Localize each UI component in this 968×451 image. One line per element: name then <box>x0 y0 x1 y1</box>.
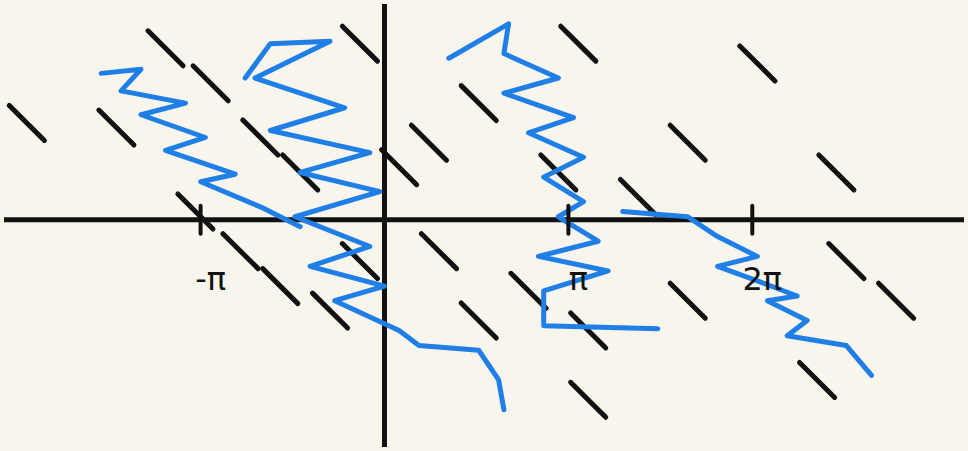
svg-text:π: π <box>569 260 588 298</box>
svg-text:-π: -π <box>195 260 226 298</box>
svg-text:2π: 2π <box>742 260 782 298</box>
